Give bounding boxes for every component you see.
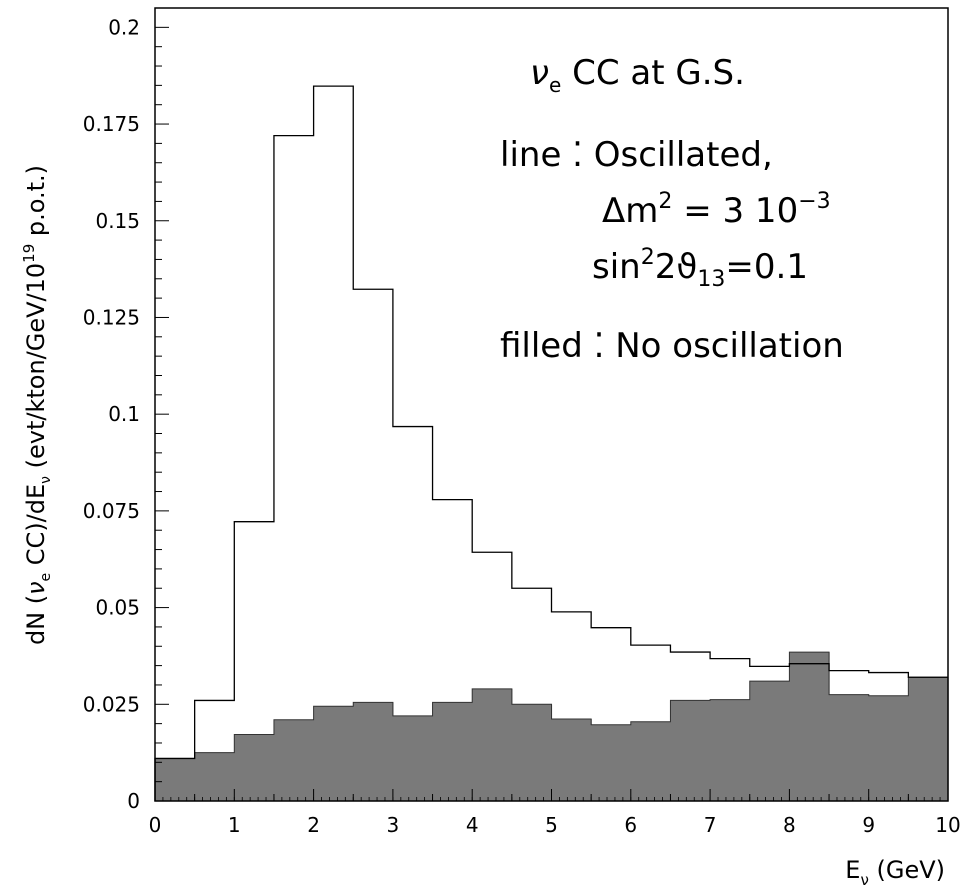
annotation-dm2: Δm2 = 3 10−3: [602, 189, 831, 231]
x-tick-label: 2: [307, 813, 320, 837]
x-tick-label: 0: [149, 813, 162, 837]
no-oscillation-bin: [392, 715, 434, 801]
x-axis-title: Eν (GeV): [845, 856, 945, 889]
x-tick-label: 7: [704, 813, 717, 837]
y-tick-label: 0.2: [108, 15, 140, 39]
x-axis: 0 1 2 3 4 5 6 7 8 9 10: [149, 789, 961, 837]
x-tick-label: 4: [466, 813, 479, 837]
y-tick-label: 0.1: [108, 402, 140, 426]
y-tick-label: 0: [127, 789, 140, 813]
x-tick-label: 8: [783, 813, 796, 837]
annotation-filled-row: filled ⁚ No oscillation: [500, 326, 844, 366]
no-oscillation-bin: [551, 718, 592, 801]
x-tick-label: 10: [935, 813, 960, 837]
y-tick-label: 0.175: [83, 112, 140, 136]
no-oscillation-bin: [432, 702, 473, 801]
annotation-line-row: line ⁚ Oscillated,: [500, 135, 773, 175]
y-tick-label: 0.075: [83, 499, 140, 523]
no-oscillation-bin: [749, 681, 790, 801]
no-oscillation-bin: [472, 688, 513, 801]
x-tick-label: 9: [862, 813, 875, 837]
no-oscillation-bin: [829, 694, 870, 801]
no-oscillation-bin: [194, 752, 235, 801]
no-oscillation-bin: [155, 758, 196, 801]
no-oscillation-bin: [868, 695, 909, 801]
x-tick-label: 1: [228, 813, 241, 837]
no-oscillation-bin: [313, 706, 354, 801]
no-oscillation-outline: [154, 651, 948, 801]
no-oscillation-bin: [273, 719, 315, 801]
no-oscillation-bin: [710, 699, 751, 801]
x-tick-label: 6: [624, 813, 637, 837]
no-oscillation-bin: [908, 677, 949, 801]
y-tick-label: 0.125: [83, 305, 140, 329]
no-oscillation-bin: [670, 700, 711, 801]
no-oscillation-bin: [511, 704, 553, 801]
y-tick-label: 0.15: [95, 209, 140, 233]
y-axis: 0 0.025 0.05 0.075 0.1 0.125 0.15 0.175 0.2: [83, 15, 169, 813]
no-oscillation-bin: [789, 652, 830, 801]
y-tick-label: 0.025: [83, 692, 140, 716]
x-tick-label: 5: [545, 813, 558, 837]
no-oscillation-histogram: [154, 651, 949, 801]
annotation-box: νe CC at G.S. line ⁚ Oscillated, Δm2 = 3…: [500, 53, 844, 366]
annotation-title: νe CC at G.S.: [530, 53, 745, 97]
oscillated-histogram-line: [154, 85, 948, 801]
no-oscillation-bin: [630, 721, 672, 801]
annotation-sin: sin22ϑ13=0.1: [592, 245, 808, 292]
no-oscillation-bin: [234, 734, 275, 801]
no-oscillation-bin: [591, 724, 632, 801]
y-axis-title: dN (νe CC)/dEν (evt/kton/GeV/1019 p.o.t.…: [20, 165, 54, 645]
no-oscillation-bin: [353, 702, 394, 801]
x-tick-label: 3: [387, 813, 400, 837]
y-tick-label: 0.05: [95, 596, 140, 620]
